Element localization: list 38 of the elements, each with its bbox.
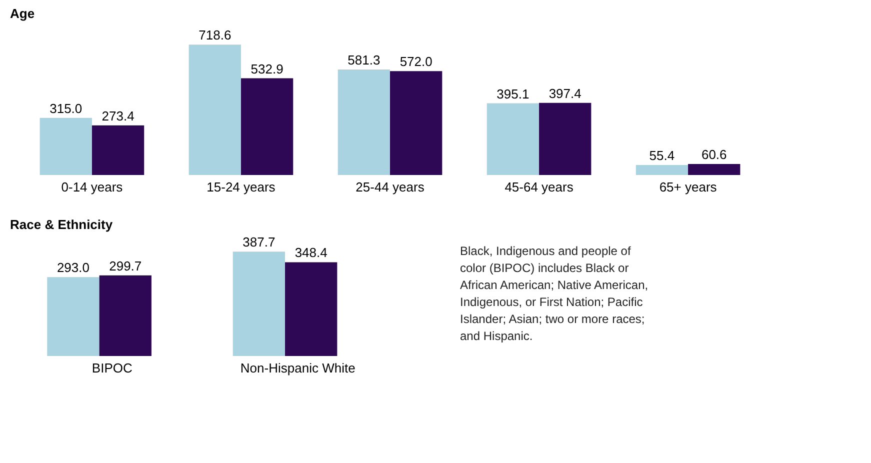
bar: [636, 164, 688, 175]
bar: [486, 103, 540, 175]
x-tick-label: 25-44 years: [356, 180, 425, 194]
bar: [539, 102, 592, 175]
data-label: 387.7: [242, 234, 276, 250]
data-label: 273.4: [102, 108, 134, 124]
bar: [40, 118, 92, 175]
x-tick-label: Non-Hispanic White: [240, 360, 356, 376]
data-label: 55.4: [649, 148, 675, 163]
data-label: 60.6: [701, 147, 727, 162]
data-label: 532.9: [250, 61, 284, 76]
bar: [188, 44, 241, 175]
bar: [688, 164, 740, 175]
x-tick-label: 0-14 years: [61, 180, 124, 194]
data-label: 581.3: [348, 52, 380, 68]
data-label: 315.0: [50, 100, 82, 116]
bar: [92, 125, 144, 175]
bar: [47, 277, 100, 356]
data-label: 397.4: [548, 86, 582, 101]
data-label: 348.4: [294, 245, 328, 260]
data-label: 395.1: [496, 86, 530, 102]
data-label: 293.0: [56, 260, 90, 276]
bar: [390, 71, 442, 175]
x-tick-label: 65+ years: [659, 180, 718, 194]
x-tick-label: 45-64 years: [504, 180, 574, 194]
bar: [232, 252, 286, 356]
chart-title: Age: [10, 6, 35, 21]
bar: [99, 275, 152, 356]
data-label: 572.0: [400, 54, 432, 70]
x-tick-label: BIPOC: [92, 360, 132, 376]
bar: [338, 69, 390, 175]
text: Black, Indigenous and people of color (BIPOC) includes Black or African American; Native American, Indigenous, or First Nation; Pacific Islander; Asian; two or more races; and Hispanic.: [460, 244, 648, 343]
chart-title: Race & Ethnicity: [10, 217, 114, 232]
data-label: 299.7: [109, 258, 142, 274]
x-tick-label: 15-24 years: [206, 180, 276, 194]
data-label: 718.6: [198, 28, 232, 43]
bar: [240, 78, 294, 175]
bar: [285, 262, 338, 356]
